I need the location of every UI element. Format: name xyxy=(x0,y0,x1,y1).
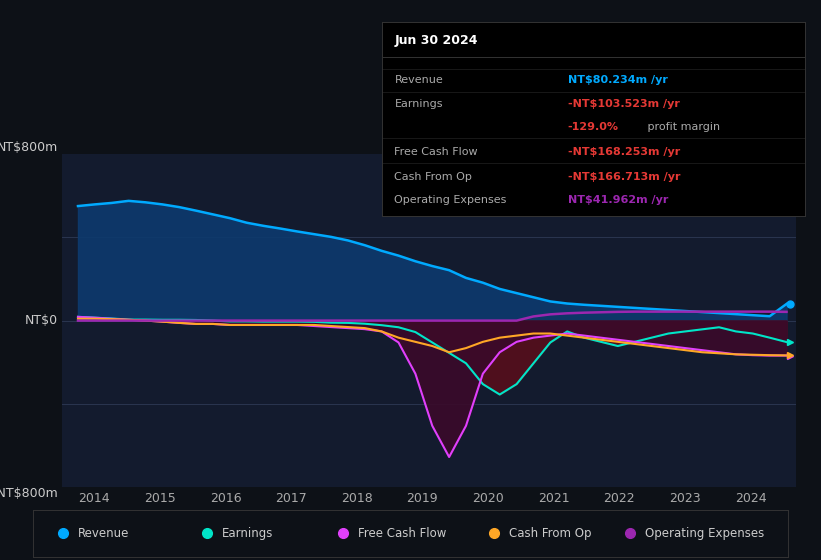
Text: Cash From Op: Cash From Op xyxy=(394,172,472,182)
Text: -NT$103.523m /yr: -NT$103.523m /yr xyxy=(568,99,680,109)
Text: -NT$166.713m /yr: -NT$166.713m /yr xyxy=(568,172,681,182)
Text: Free Cash Flow: Free Cash Flow xyxy=(358,527,446,540)
Text: Cash From Op: Cash From Op xyxy=(509,527,591,540)
Text: -129.0%: -129.0% xyxy=(568,122,619,132)
Text: Revenue: Revenue xyxy=(394,76,443,85)
Text: NT$80.234m /yr: NT$80.234m /yr xyxy=(568,76,667,85)
Text: NT$800m: NT$800m xyxy=(0,141,58,154)
Text: Jun 30 2024: Jun 30 2024 xyxy=(394,34,478,47)
Text: -NT$168.253m /yr: -NT$168.253m /yr xyxy=(568,147,680,157)
Text: Operating Expenses: Operating Expenses xyxy=(394,195,507,205)
Text: -NT$800m: -NT$800m xyxy=(0,487,58,500)
Text: Revenue: Revenue xyxy=(78,527,130,540)
Text: NT$0: NT$0 xyxy=(25,314,58,327)
Text: Operating Expenses: Operating Expenses xyxy=(644,527,764,540)
Text: profit margin: profit margin xyxy=(644,122,720,132)
Text: Earnings: Earnings xyxy=(394,99,443,109)
Text: NT$41.962m /yr: NT$41.962m /yr xyxy=(568,195,668,205)
Text: Free Cash Flow: Free Cash Flow xyxy=(394,147,478,157)
Text: Earnings: Earnings xyxy=(222,527,273,540)
